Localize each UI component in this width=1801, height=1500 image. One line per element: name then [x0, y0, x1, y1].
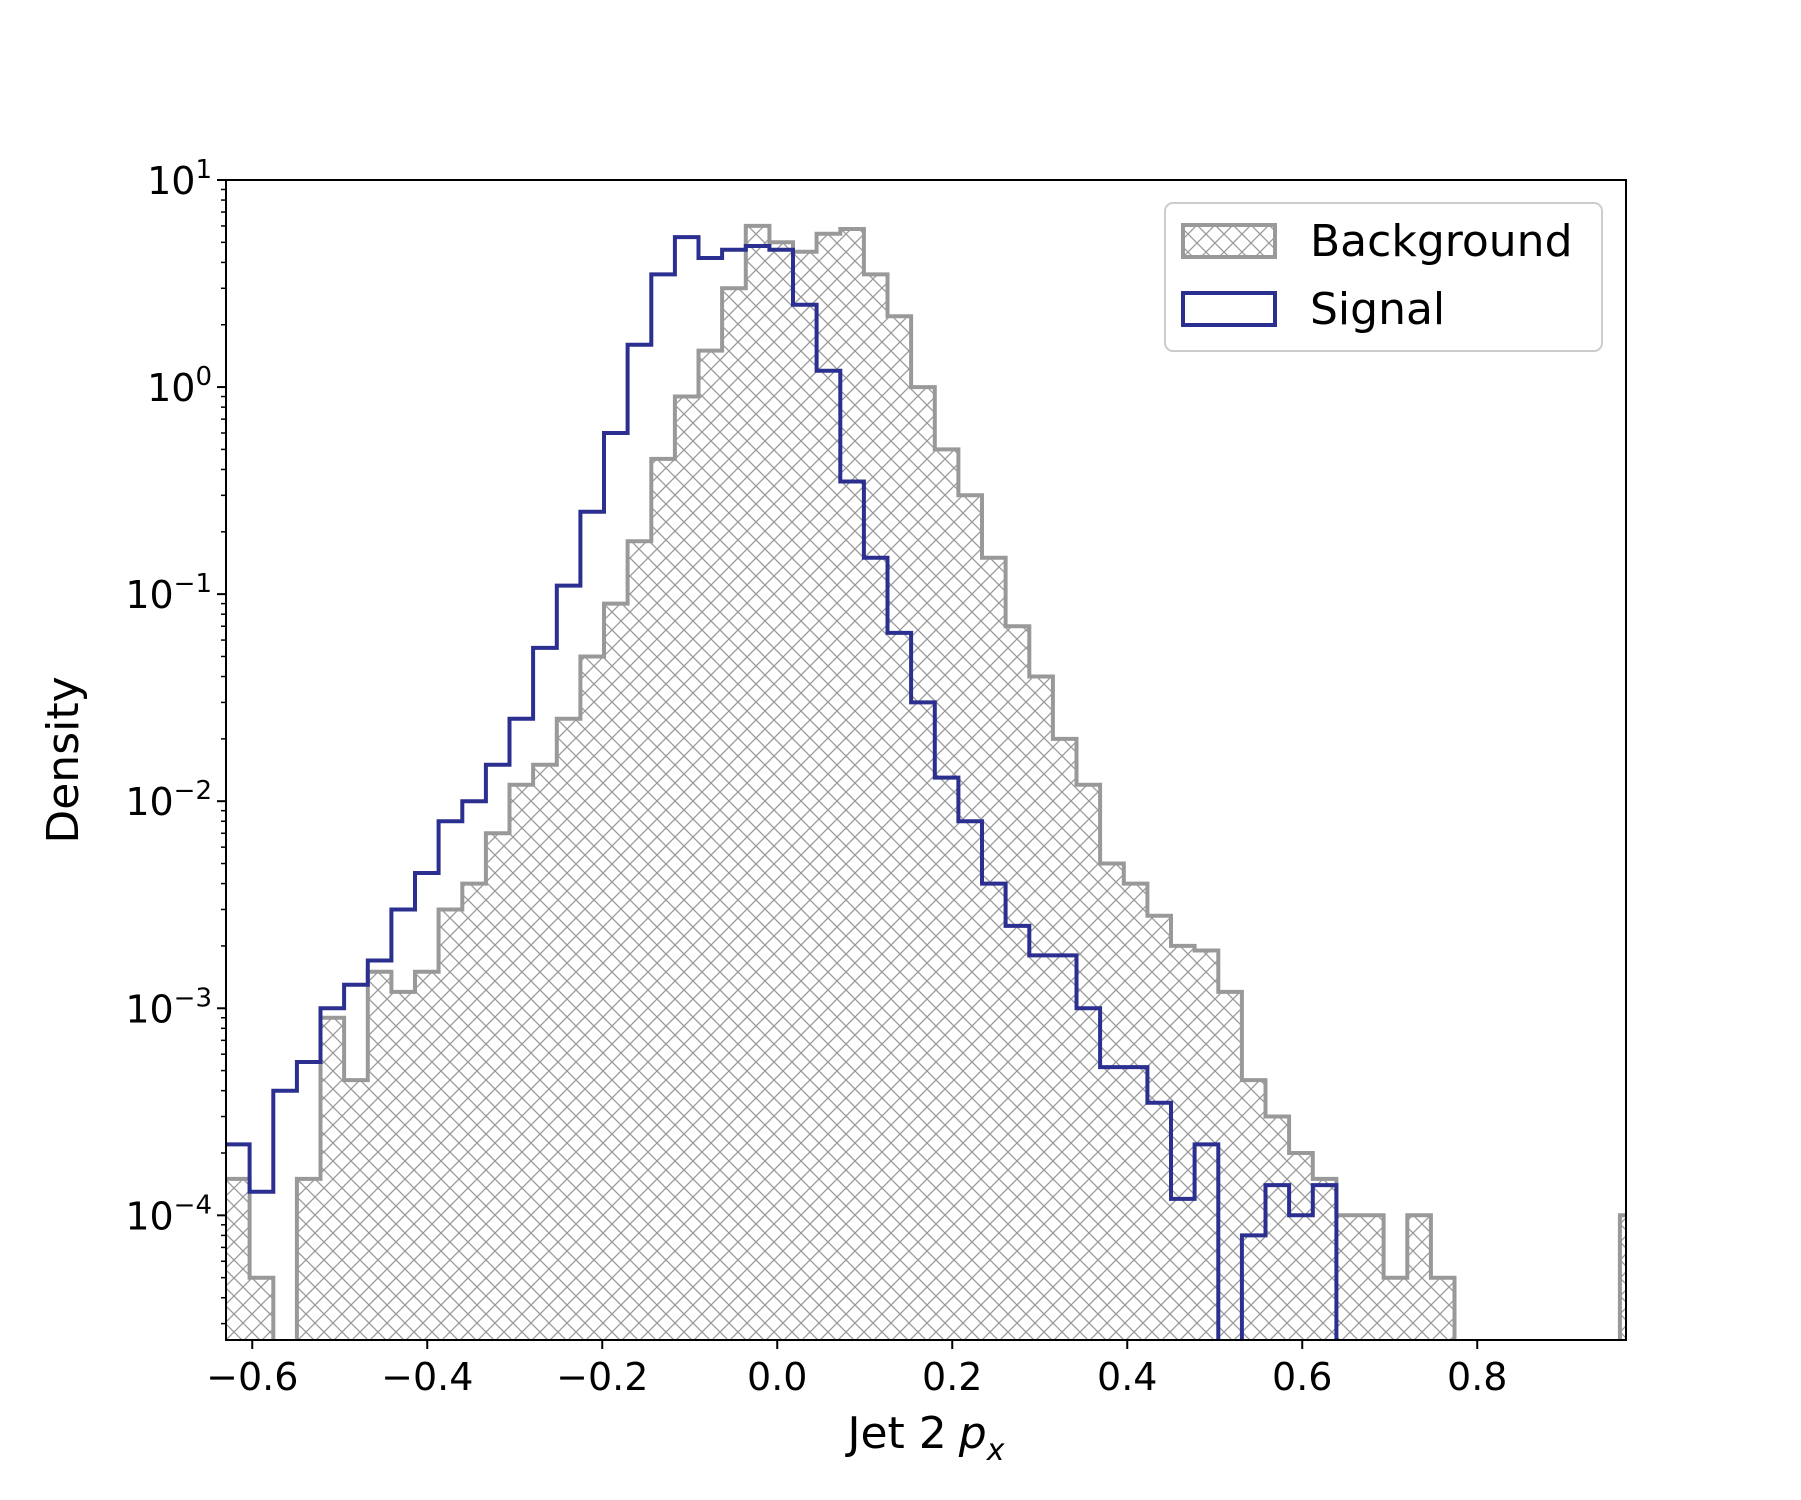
- background-bar: [1100, 863, 1125, 1340]
- background-bar: [1218, 991, 1243, 1340]
- background-bar: [580, 656, 605, 1340]
- background-bar: [958, 495, 983, 1340]
- background-bar: [1029, 676, 1054, 1340]
- background-bar: [1360, 1215, 1385, 1340]
- background-bar: [982, 557, 1007, 1340]
- background-bar: [438, 909, 463, 1340]
- x-axis-label-text: Jet 2: [845, 1408, 947, 1459]
- x-tick-label: −0.6: [206, 1355, 298, 1399]
- background-bar: [296, 1178, 322, 1340]
- background-bar: [1383, 1277, 1408, 1340]
- background-bar: [698, 350, 723, 1340]
- y-tick-label: 10−3: [125, 983, 212, 1031]
- background-bar: [1076, 784, 1101, 1340]
- background-bar: [1430, 1277, 1456, 1340]
- background-bar: [840, 229, 865, 1340]
- background-bar: [604, 603, 629, 1340]
- legend-background-label: Background: [1310, 216, 1573, 267]
- background-bar: [934, 449, 959, 1340]
- background-bar: [1194, 950, 1219, 1340]
- background-bar: [722, 288, 747, 1340]
- background-bar: [793, 251, 818, 1340]
- background-bar: [745, 225, 770, 1340]
- background-bar: [769, 242, 794, 1340]
- background-bar: [462, 883, 487, 1340]
- background-bar: [1289, 1153, 1314, 1340]
- legend: Background Signal: [1164, 202, 1603, 352]
- series-signal: [226, 235, 1339, 1340]
- y-tick-label: 101: [147, 155, 212, 203]
- legend-background-swatch: [1181, 223, 1277, 259]
- background-bar: [911, 387, 936, 1340]
- background-bar: [1123, 883, 1148, 1340]
- x-axis-label-subscript: x: [986, 1433, 1005, 1468]
- x-tick-label: 0.4: [1097, 1355, 1157, 1399]
- series-background: [226, 223, 1626, 1340]
- x-axis-label-math: p: [958, 1408, 987, 1459]
- x-tick-label: −0.4: [381, 1355, 473, 1399]
- background-bar: [651, 458, 676, 1340]
- legend-signal-label: Signal: [1310, 284, 1445, 335]
- background-bar: [1171, 945, 1196, 1340]
- plot-frame: [225, 179, 1627, 1341]
- x-tick-label: −0.2: [556, 1355, 648, 1399]
- background-bar: [391, 991, 416, 1340]
- y-tick-label: 10−1: [125, 569, 212, 617]
- background-bar: [1147, 915, 1172, 1340]
- y-axis-label: Density: [38, 676, 89, 843]
- background-bar: [627, 541, 652, 1340]
- x-tick-label: 0.8: [1447, 1355, 1507, 1399]
- background-bar: [249, 1277, 274, 1340]
- background-bar: [816, 233, 841, 1340]
- legend-signal-swatch: [1181, 291, 1277, 327]
- background-bar: [887, 316, 912, 1340]
- background-bar: [1407, 1215, 1432, 1340]
- x-axis-label: Jet 2 px: [845, 1408, 1005, 1468]
- background-bar: [1265, 1116, 1290, 1340]
- background-bar: [415, 971, 440, 1340]
- background-bar: [485, 833, 511, 1340]
- background-bar: [533, 764, 558, 1340]
- background-bar: [556, 718, 581, 1340]
- background-bar: [1336, 1215, 1361, 1340]
- x-tick-label: 0.0: [747, 1355, 807, 1399]
- background-bar: [1241, 1080, 1267, 1340]
- background-bar: [1052, 738, 1078, 1340]
- background-bar: [226, 1178, 251, 1340]
- background-bar: [1619, 1215, 1626, 1340]
- background-bar: [674, 396, 700, 1340]
- x-tick-label: 0.2: [922, 1355, 982, 1399]
- background-bar: [367, 971, 392, 1340]
- background-bar: [1312, 1178, 1337, 1340]
- x-tick-label: 0.6: [1272, 1355, 1332, 1399]
- background-bar: [344, 1080, 369, 1340]
- background-bar: [320, 1017, 345, 1340]
- background-bar: [1005, 626, 1030, 1340]
- background-bar: [863, 274, 889, 1340]
- signal-step-line: [226, 235, 1339, 1340]
- y-tick-label: 10−4: [125, 1190, 212, 1238]
- background-bar: [509, 784, 534, 1340]
- y-tick-label: 100: [147, 362, 212, 410]
- y-tick-label: 10−2: [125, 776, 212, 824]
